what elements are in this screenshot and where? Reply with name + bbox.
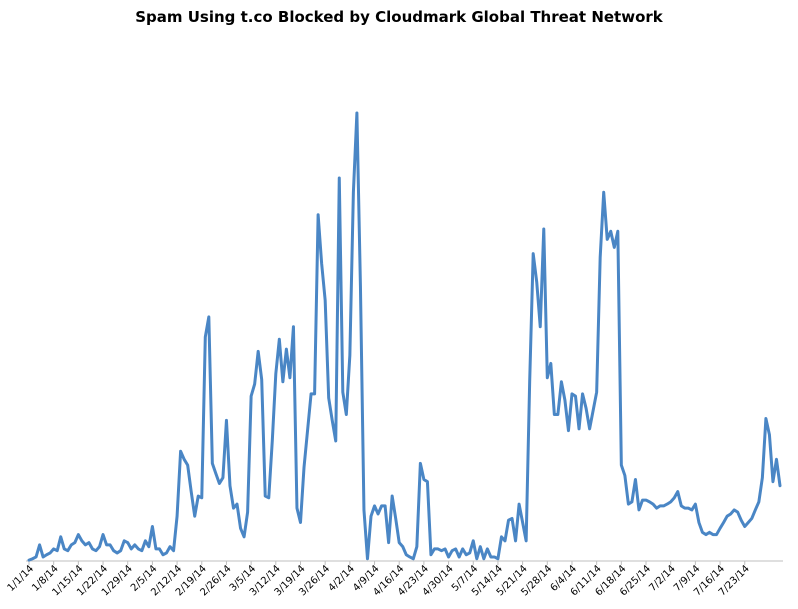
series-line [27, 111, 782, 562]
x-tick-label: 4/2/14 [326, 563, 357, 594]
x-axis-ticks: 1/1/141/8/141/15/141/22/141/29/142/5/142… [6, 561, 752, 598]
series-layer [27, 111, 782, 562]
chart-title: Spam Using t.co Blocked by Cloudmark Glo… [135, 8, 663, 26]
x-axis: 1/1/141/8/141/15/141/22/141/29/142/5/142… [6, 560, 783, 598]
x-tick-label: 7/2/14 [647, 563, 678, 594]
x-tick-label: 1/1/14 [6, 563, 37, 594]
